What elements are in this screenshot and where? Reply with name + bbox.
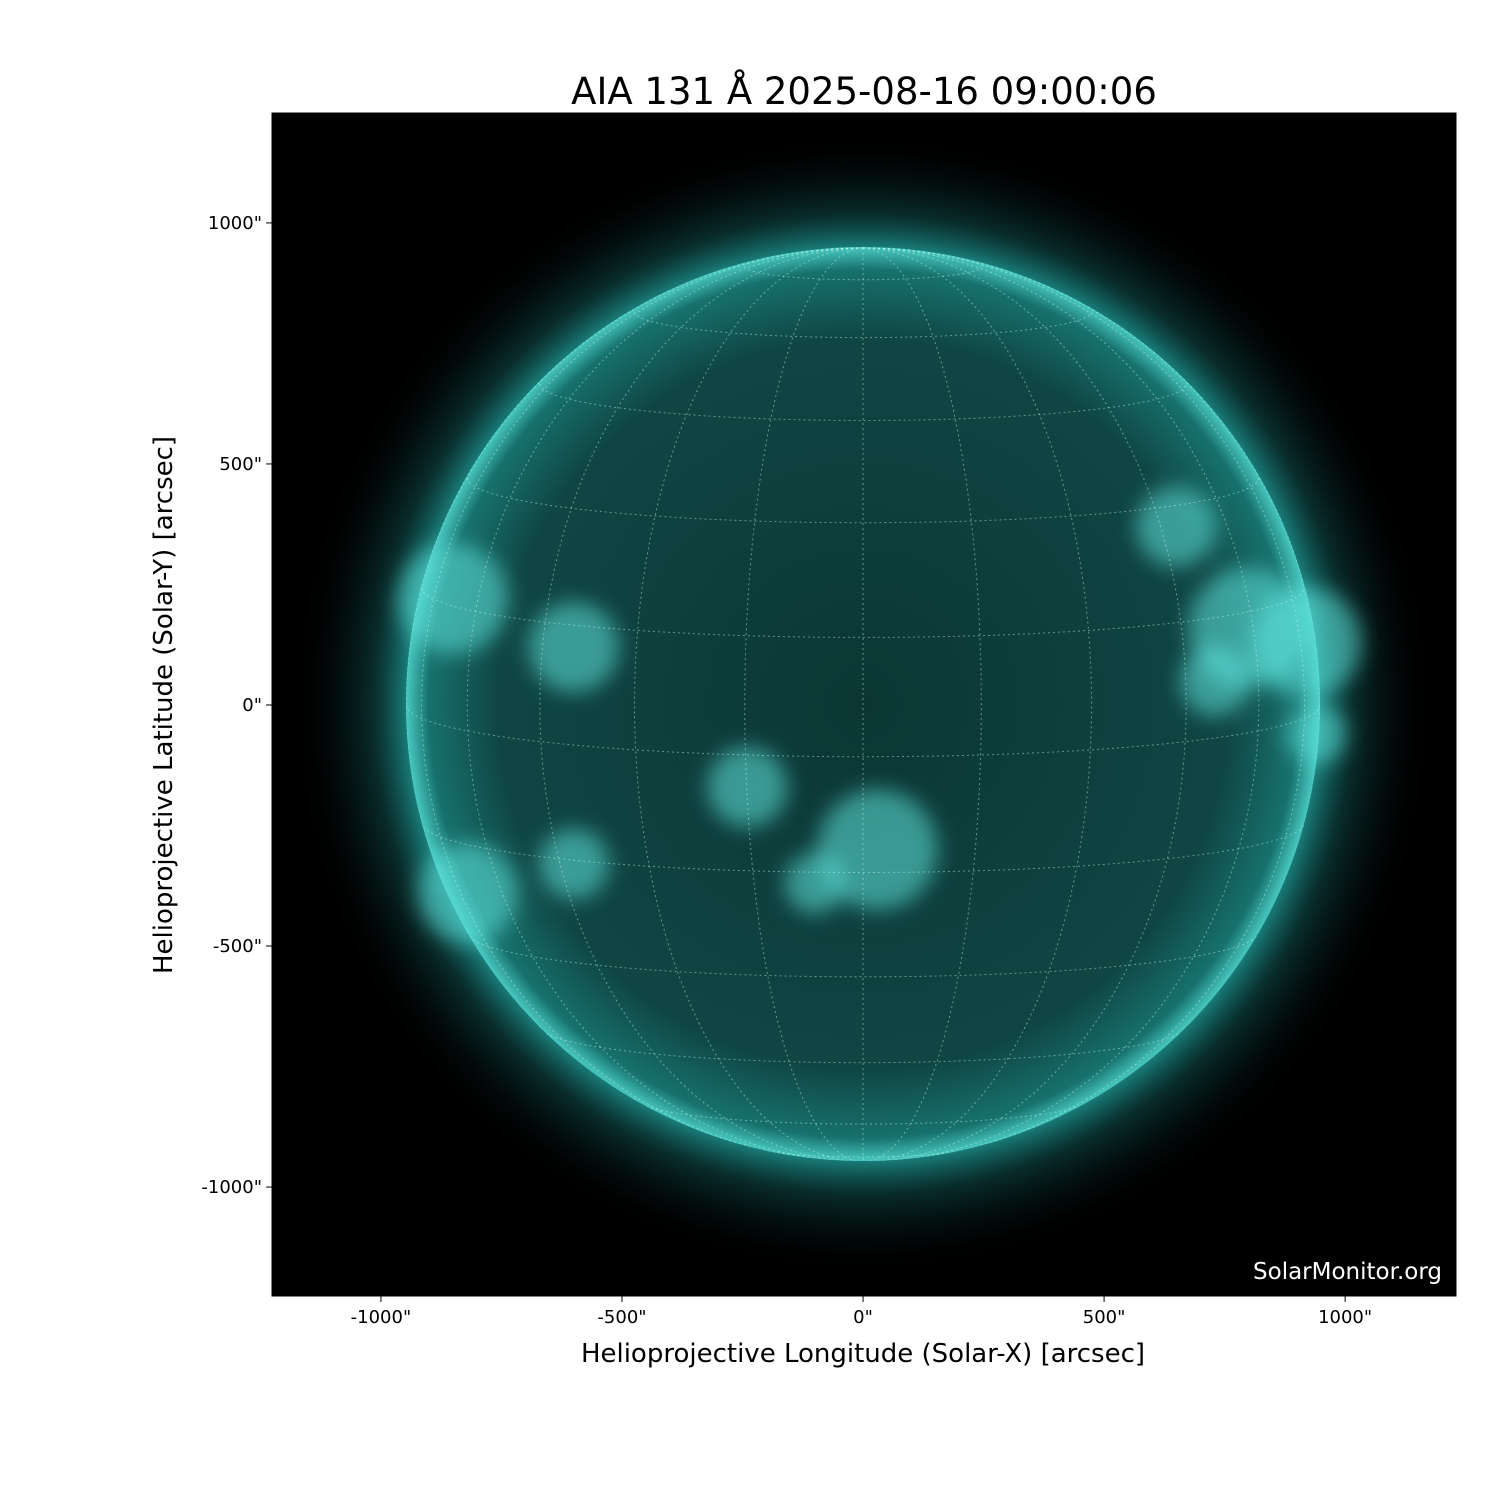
longitude-grid-line [539,247,864,1161]
y-tick-label: -500" [213,936,262,957]
x-tick-label: 500" [1083,1307,1126,1328]
active-region [1251,587,1362,698]
longitude-grid-line [863,247,1093,1161]
active-region [398,543,509,654]
active-region [1179,645,1250,716]
latitude-grid-line [634,1098,1093,1125]
watermark: SolarMonitor.org [1253,1259,1442,1285]
longitude-grid-line [863,247,1187,1161]
longitude-grid-line [634,247,864,1161]
y-axis-label: Helioprojective Latitude (Solar-Y) [arcs… [149,436,179,974]
longitude-grid-line [466,247,864,1161]
active-region [784,853,845,914]
longitude-grid-line [863,247,1260,1161]
active-region [1286,703,1347,764]
latitude-grid-line [421,822,1305,873]
latitude-grid-line [634,311,1093,338]
solar-disk [406,247,1320,1161]
longitude-grid-line [744,247,864,1161]
latitude-grid-line [421,587,1305,638]
x-tick-label: 0" [853,1307,873,1328]
y-tick-label: 0" [242,695,262,716]
y-tick-label: 1000" [208,213,262,234]
x-axis-label: Helioprojective Longitude (Solar-X) [arc… [581,1339,1145,1369]
active-region [538,829,609,900]
active-region [707,746,788,827]
longitude-grid-line [863,247,982,1161]
active-region [528,602,619,693]
longitude-grid-line [421,247,864,1161]
latitude-grid-line [744,266,982,281]
active-region [817,789,938,910]
x-tick-label: -500" [597,1307,646,1328]
active-region [1136,486,1217,567]
x-tick-label: -1000" [351,1307,412,1328]
x-tick-label: 1000" [1318,1307,1372,1328]
chart-title: AIA 131 Å 2025-08-16 09:00:06 [571,69,1157,113]
active-region [417,842,518,943]
y-tick-label: -1000" [201,1177,262,1198]
longitude-grid-line [863,247,1305,1161]
y-tick-label: 500" [219,454,262,475]
latitude-grid-line [406,704,1320,758]
